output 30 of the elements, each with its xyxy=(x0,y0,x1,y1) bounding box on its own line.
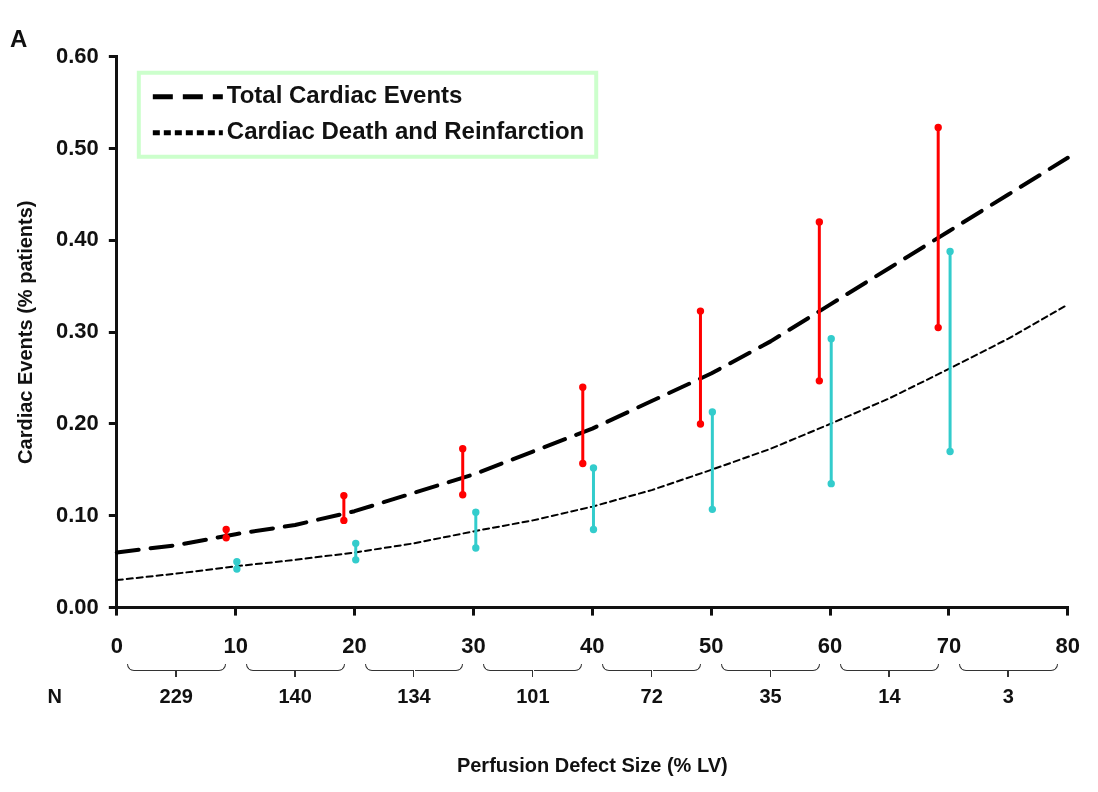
y-tick-label: 0.30 xyxy=(55,318,99,344)
x-tick-label: 70 xyxy=(936,632,962,658)
text: N xyxy=(47,685,63,708)
y-axis-title: Cardiac Events (% patients) xyxy=(13,200,36,464)
text: 14 xyxy=(878,685,902,708)
x-tick-label: 30 xyxy=(461,632,486,658)
y-tick-label: 0.10 xyxy=(55,501,99,527)
x-tick-label: 60 xyxy=(817,632,843,658)
text: 101 xyxy=(516,685,550,708)
y-tick-label: 0.40 xyxy=(55,226,99,252)
text: 3 xyxy=(1002,685,1014,708)
legend-label: Cardiac Death and Reinfarction xyxy=(226,117,585,145)
y-tick-label: 0.60 xyxy=(55,42,99,68)
text: 140 xyxy=(278,685,312,708)
x-axis-title: Perfusion Defect Size (% LV) xyxy=(456,753,728,776)
x-tick-label: 0 xyxy=(110,632,123,658)
x-tick-label: 10 xyxy=(223,632,248,658)
text: 229 xyxy=(159,685,193,708)
y-tick-label: 0.50 xyxy=(55,134,99,160)
x-tick-label: 50 xyxy=(698,632,724,658)
legend-label: Total Cardiac Events xyxy=(226,81,463,109)
x-tick-label: 80 xyxy=(1055,632,1081,658)
chart-title: A xyxy=(10,25,28,53)
y-tick-label: 0.00 xyxy=(55,593,99,619)
text: 35 xyxy=(759,685,782,708)
text: 134 xyxy=(397,685,432,708)
x-tick-label: 40 xyxy=(580,632,605,658)
text: 72 xyxy=(640,685,663,708)
y-tick-label: 0.20 xyxy=(55,410,99,436)
x-tick-label: 20 xyxy=(342,632,367,658)
